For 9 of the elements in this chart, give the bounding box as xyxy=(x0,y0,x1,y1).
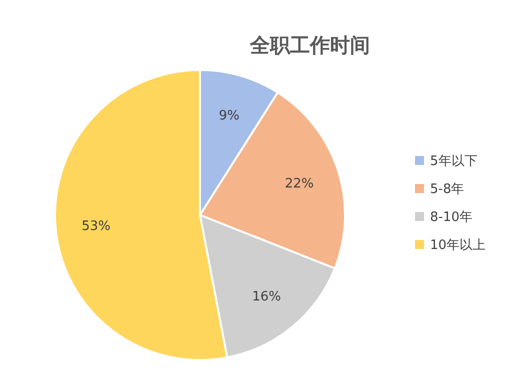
legend-label: 10年以上 xyxy=(430,238,486,253)
data-label: 16% xyxy=(252,289,281,304)
data-label: 22% xyxy=(284,176,314,192)
legend-label: 5-8年 xyxy=(430,182,464,197)
legend-label: 8-10年 xyxy=(430,210,473,225)
legend-label: 5年以下 xyxy=(430,154,478,169)
data-label: 9% xyxy=(218,108,240,124)
chart-title: 全职工作时间 xyxy=(249,33,370,57)
data-label: 53% xyxy=(82,218,111,234)
